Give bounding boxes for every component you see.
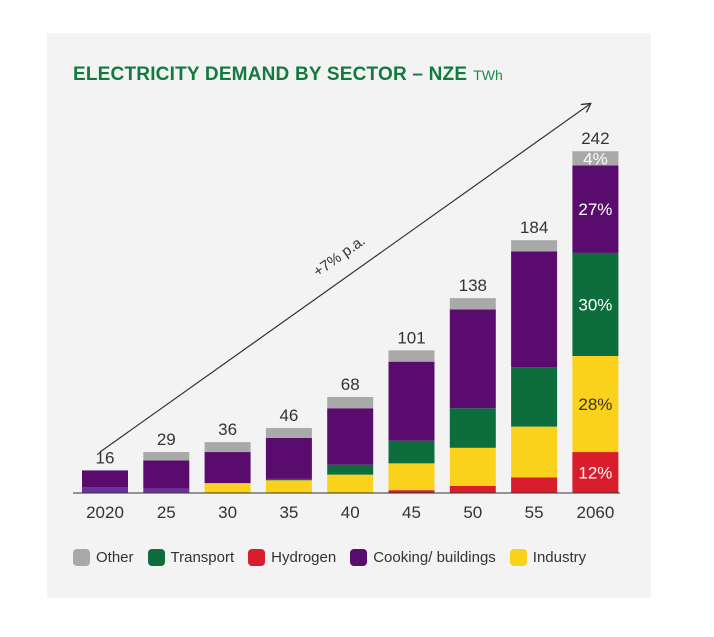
bar-cooking-buildings-50	[449, 309, 496, 409]
total-label-40: 68	[341, 375, 360, 394]
bar-hydrogen-50	[449, 485, 496, 493]
pct-label-other: 4%	[583, 149, 608, 168]
total-label-30: 36	[218, 420, 237, 439]
legend-label-industry: Industry	[532, 549, 587, 566]
x-tick-55: 55	[525, 503, 544, 522]
legend-item-transport: Transport	[147, 549, 235, 566]
bar-cooking-buildings-30	[204, 452, 251, 484]
legend-swatch-cooking-buildings	[350, 549, 368, 566]
x-tick-30: 30	[218, 503, 237, 522]
bar-other-55	[511, 240, 558, 252]
legend-swatch-transport	[147, 549, 165, 566]
total-label-45: 101	[397, 328, 425, 347]
bar-other-40	[327, 396, 374, 409]
bar-base-25	[143, 488, 190, 493]
legend-item-other: Other	[73, 549, 134, 566]
bar-cooking-buildings-2020	[82, 470, 128, 488]
legend-item-industry: Industry	[509, 549, 587, 566]
total-label-55: 184	[520, 218, 548, 237]
legend: Other Transport Hydrogen Cooking/ buildi…	[73, 549, 586, 566]
bar-transport-35	[265, 478, 312, 481]
legend-item-cooking-buildings: Cooking/ buildings	[350, 549, 496, 566]
pct-label-hydrogen: 12%	[578, 464, 612, 483]
legend-item-hydrogen: Hydrogen	[248, 549, 336, 566]
x-tick-50: 50	[463, 503, 482, 522]
bar-other-35	[265, 428, 312, 438]
x-tick-25: 25	[157, 503, 176, 522]
legend-label-hydrogen: Hydrogen	[271, 549, 337, 566]
bar-other-45	[388, 350, 435, 362]
total-label-2020: 16	[96, 448, 115, 467]
bar-hydrogen-45	[388, 490, 435, 493]
bar-other-25	[143, 452, 190, 461]
bar-cooking-buildings-45	[388, 361, 435, 441]
pct-label-industry: 28%	[578, 395, 612, 414]
growth-annotation: +7% p.a.	[310, 232, 368, 280]
bar-industry-45	[388, 463, 435, 491]
bar-hydrogen-55	[511, 477, 558, 493]
bar-industry-55	[511, 426, 558, 478]
legend-swatch-industry	[509, 549, 527, 566]
bar-industry-50	[449, 447, 496, 486]
bar-transport-50	[449, 408, 496, 448]
bar-other-50	[449, 298, 496, 310]
pct-label-transport: 30%	[578, 295, 612, 314]
bar-cooking-buildings-2060	[572, 165, 619, 253]
bar-transport-55	[511, 367, 558, 427]
x-tick-35: 35	[279, 503, 298, 522]
legend-label-transport: Transport	[170, 549, 235, 566]
bar-other-30	[204, 442, 251, 453]
legend-swatch-other	[73, 549, 90, 566]
bar-industry-30	[204, 483, 251, 493]
bar-cooking-buildings-35	[265, 437, 312, 479]
total-label-25: 29	[157, 430, 176, 449]
legend-swatch-hydrogen	[248, 549, 266, 566]
bar-industry-35	[265, 480, 312, 493]
x-tick-45: 45	[402, 503, 421, 522]
x-tick-2060: 2060	[576, 503, 614, 522]
bar-industry-40	[327, 474, 374, 493]
legend-label-cooking-buildings: Cooking/ buildings	[373, 549, 496, 566]
bar-cooking-buildings-25	[143, 460, 190, 489]
bar-cooking-buildings-55	[511, 251, 558, 368]
chart-title: ELECTRICITY DEMAND BY SECTOR – NZE TWh	[73, 64, 503, 85]
growth-arrow	[99, 104, 590, 453]
bar-other-2060	[572, 151, 619, 166]
bar-transport-40	[327, 464, 374, 475]
pct-label-cooking-buildings: 27%	[578, 200, 612, 219]
bar-transport-2060	[572, 252, 619, 357]
chart-unit: TWh	[473, 67, 503, 83]
bar-transport-45	[388, 440, 435, 464]
bar-hydrogen-2060	[572, 452, 619, 493]
x-tick-2020: 2020	[86, 503, 124, 522]
total-label-35: 46	[279, 406, 298, 425]
total-label-50: 138	[459, 276, 487, 295]
bar-cooking-buildings-40	[327, 408, 374, 465]
bar-base-2020	[82, 487, 128, 493]
bar-industry-2060	[572, 356, 619, 453]
x-tick-40: 40	[341, 503, 360, 522]
total-label-2060: 242	[581, 129, 609, 148]
legend-label-other: Other	[96, 549, 134, 566]
